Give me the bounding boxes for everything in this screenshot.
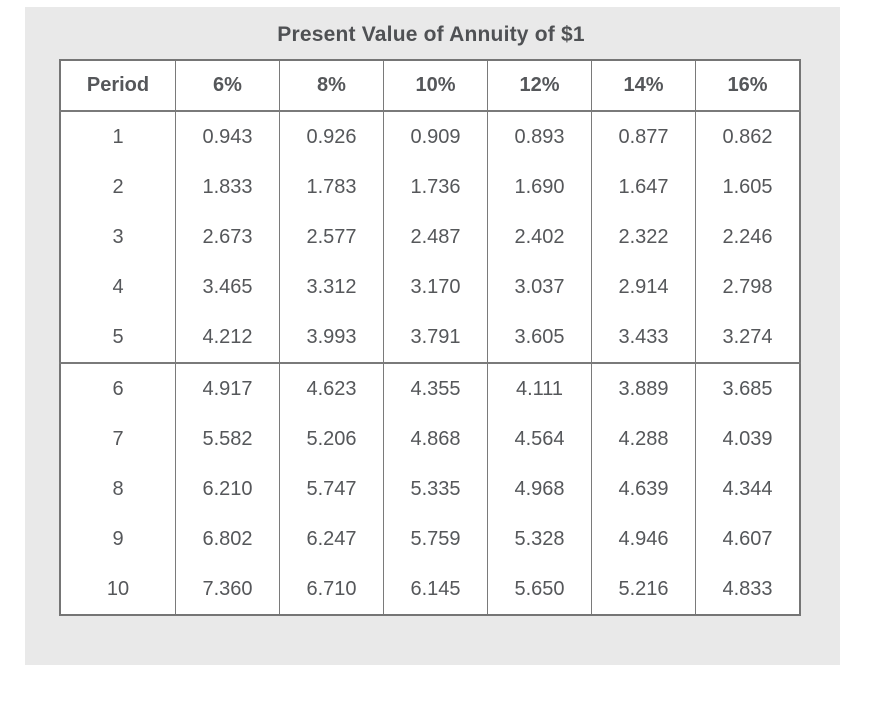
value-cell: 3.170	[383, 262, 488, 312]
value-cell: 2.487	[383, 212, 488, 262]
column-header-rate: 10%	[383, 60, 488, 112]
value-cell: 2.246	[695, 212, 800, 262]
value-cell: 3.791	[383, 312, 488, 363]
table-row: 6 4.917 4.623 4.355 4.111 3.889 3.685	[60, 362, 800, 414]
table-row: 3 2.673 2.577 2.487 2.402 2.322 2.246	[60, 212, 800, 262]
value-cell: 3.037	[487, 262, 592, 312]
value-cell: 1.833	[175, 162, 280, 212]
value-cell: 2.577	[279, 212, 384, 262]
column-header-rate: 12%	[487, 60, 592, 112]
value-cell: 2.798	[695, 262, 800, 312]
value-cell: 5.328	[487, 514, 592, 564]
table-row: 8 6.210 5.747 5.335 4.968 4.639 4.344	[60, 464, 800, 514]
value-cell: 4.344	[695, 464, 800, 514]
value-cell: 3.993	[279, 312, 384, 363]
value-cell: 4.111	[487, 362, 592, 414]
value-cell: 4.623	[279, 362, 384, 414]
value-cell: 2.914	[591, 262, 696, 312]
value-cell: 3.433	[591, 312, 696, 363]
column-header-rate: 14%	[591, 60, 696, 112]
period-cell: 7	[112, 427, 124, 450]
value-cell: 5.582	[175, 414, 280, 464]
value-cell: 4.355	[383, 362, 488, 414]
value-cell: 1.647	[591, 162, 696, 212]
value-cell: 4.868	[383, 414, 488, 464]
period-cell: 3	[112, 225, 124, 248]
column-header-rate: 8%	[279, 60, 384, 112]
value-cell: 4.564	[487, 414, 592, 464]
value-cell: 5.335	[383, 464, 488, 514]
value-cell: 6.802	[175, 514, 280, 564]
value-cell: 0.877	[591, 111, 696, 162]
value-cell: 1.736	[383, 162, 488, 212]
value-cell: 1.605	[695, 162, 800, 212]
value-cell: 0.926	[279, 111, 384, 162]
value-cell: 5.759	[383, 514, 488, 564]
table-row: 4 3.465 3.312 3.170 3.037 2.914 2.798	[60, 262, 800, 312]
period-cell: 6	[60, 362, 176, 414]
value-cell: 4.607	[695, 514, 800, 564]
value-cell: 3.274	[695, 312, 800, 363]
value-cell: 2.673	[175, 212, 280, 262]
value-cell: 1.783	[279, 162, 384, 212]
table-header: Period 6% 8% 10% 12% 14% 16%	[60, 60, 800, 112]
value-cell: 4.968	[487, 464, 592, 514]
value-cell: 5.206	[279, 414, 384, 464]
value-cell: 5.650	[487, 564, 592, 615]
column-header-rate: 16%	[695, 60, 800, 112]
value-cell: 0.893	[487, 111, 592, 162]
value-cell: 2.402	[487, 212, 592, 262]
page-title: Present Value of Annuity of $1	[277, 23, 585, 46]
value-cell: 4.039	[695, 414, 800, 464]
value-cell: 4.917	[175, 362, 280, 414]
value-cell: 4.946	[591, 514, 696, 564]
period-cell: 10	[106, 577, 130, 600]
table-body: 1 0.943 0.926 0.909 0.893 0.877 0.862 2 1.833 1.7…	[60, 111, 800, 615]
value-cell: 4.639	[591, 464, 696, 514]
table-row: 9 6.802 6.247 5.759 5.328 4.946 4.607	[60, 514, 800, 564]
table-row: 2 1.833 1.783 1.736 1.690 1.647 1.605	[60, 162, 800, 212]
period-cell: 5	[112, 325, 124, 348]
period-cell: 4	[112, 275, 124, 298]
value-cell: 7.360	[175, 564, 280, 615]
value-cell: 5.216	[591, 564, 696, 615]
value-cell: 0.862	[695, 111, 800, 162]
value-cell: 6.145	[383, 564, 488, 615]
value-cell: 3.605	[487, 312, 592, 363]
column-header-rate: 6%	[175, 60, 280, 112]
value-cell: 5.747	[279, 464, 384, 514]
value-cell: 4.288	[591, 414, 696, 464]
value-cell: 3.465	[175, 262, 280, 312]
value-cell: 4.212	[175, 312, 280, 363]
value-cell: 1.690	[487, 162, 592, 212]
value-cell: 6.210	[175, 464, 280, 514]
value-cell: 0.943	[175, 111, 280, 162]
pv-annuity-table: Period 6% 8% 10% 12% 14% 16% 1 0.943 0.926 0.909 0…	[59, 59, 801, 616]
table-row: 5 4.212 3.993 3.791 3.605 3.433 3.274	[60, 312, 800, 363]
value-cell: 0.909	[383, 111, 488, 162]
value-cell: 6.710	[279, 564, 384, 615]
value-cell: 2.322	[591, 212, 696, 262]
table-row: 7 5.582 5.206 4.868 4.564 4.288 4.039	[60, 414, 800, 464]
column-header-period: Period	[60, 60, 176, 112]
period-cell: 1	[112, 125, 124, 148]
table-row: 1 0.943 0.926 0.909 0.893 0.877 0.862	[60, 111, 800, 162]
value-cell: 4.833	[695, 564, 800, 615]
period-cell: 2	[112, 175, 124, 198]
value-cell: 6.247	[279, 514, 384, 564]
value-cell: 3.312	[279, 262, 384, 312]
period-cell: 9	[112, 527, 124, 550]
table-row: 10 7.360 6.710 6.145 5.650 5.216 4.833	[60, 564, 800, 615]
table-header-row: Period 6% 8% 10% 12% 14% 16%	[60, 60, 800, 112]
period-cell: 8	[112, 477, 124, 500]
value-cell: 3.889	[591, 362, 696, 414]
value-cell: 3.685	[695, 362, 800, 414]
